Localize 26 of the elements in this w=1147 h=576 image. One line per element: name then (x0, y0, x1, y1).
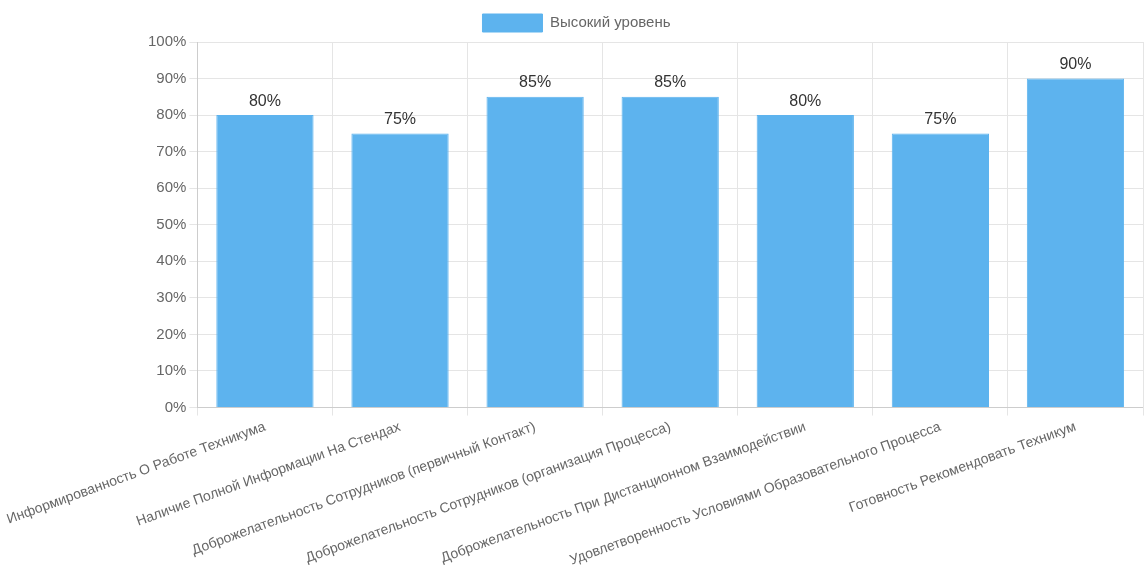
y-tick-label: 20% (156, 324, 187, 342)
y-tick-label: 60% (156, 178, 187, 196)
data-label: 75% (384, 109, 417, 127)
bar (621, 96, 719, 408)
y-tick-label: 80% (156, 105, 187, 123)
bar (891, 133, 989, 408)
y-tick-label: 10% (156, 361, 187, 379)
y-tick-label: 70% (156, 141, 187, 159)
data-label: 80% (789, 91, 822, 109)
bar (1026, 78, 1125, 408)
data-label: 85% (654, 73, 687, 91)
legend-label: Высокий уровень (549, 13, 671, 31)
y-tick-label: 100% (148, 32, 187, 50)
data-label: 85% (519, 73, 552, 91)
data-label: 75% (924, 109, 957, 127)
bar (756, 115, 854, 408)
bar (216, 115, 314, 408)
y-tick-label: 0% (164, 397, 187, 415)
y-tick-label: 40% (156, 251, 187, 269)
bar (351, 133, 449, 408)
y-tick-label: 30% (156, 288, 187, 306)
data-label: 80% (248, 91, 281, 109)
data-label: 90% (1059, 54, 1092, 72)
y-tick-label: 90% (156, 68, 187, 86)
bar (486, 96, 584, 408)
y-tick-label: 50% (156, 214, 187, 232)
